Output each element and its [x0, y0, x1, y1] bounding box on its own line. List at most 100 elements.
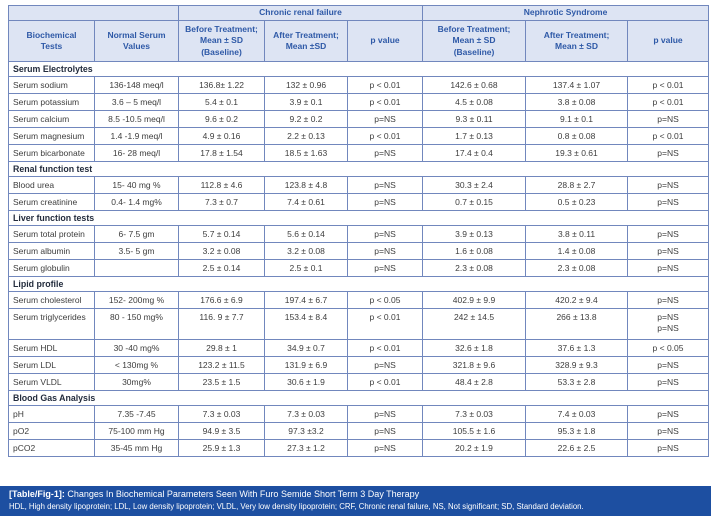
value-cell: 266 ± 13.8 [525, 308, 629, 340]
value-cell: 1.4 ± 0.08 [525, 242, 629, 260]
col-header-normal-serum-values: Normal Serum Values [94, 20, 179, 62]
biochemical-parameters-table: Chronic renal failure Nephrotic Syndrome… [7, 5, 710, 457]
value-cell: 2.3 ± 0.08 [525, 259, 629, 277]
table-row: Serum LDL < 130mg % 123.2 ± 11.5 131.9 ± 6.… [8, 356, 710, 374]
value-cell: p=NS [627, 242, 710, 260]
value-cell: 1.4 -1.9 meq/l [94, 127, 179, 145]
section-title: Liver function tests [7, 210, 710, 226]
value-cell: 116. 9 ± 7.7 [178, 308, 265, 340]
value-cell: 6- 7.5 gm [94, 225, 179, 243]
value-cell: 137.4 ± 1.07 [525, 76, 629, 94]
value-cell: p < 0.01 [346, 93, 424, 111]
group-header-nephrotic-syndrome: Nephrotic Syndrome [422, 5, 710, 21]
value-cell: 9.3 ± 0.11 [422, 110, 527, 128]
value-cell: p < 0.01 [627, 76, 710, 94]
value-cell: 75-100 mm Hg [94, 422, 179, 440]
section-row: Blood Gas Analysis [7, 390, 710, 406]
value-cell: 123.2 ± 11.5 [178, 356, 265, 374]
value-cell: p < 0.01 [627, 127, 710, 145]
value-cell: p=NS [627, 405, 710, 423]
value-cell: 0.4- 1.4 mg% [94, 193, 179, 211]
value-cell: p=NS [627, 144, 710, 162]
value-cell: p=NS [346, 176, 424, 194]
value-cell: 8.5 -10.5 meq/l [94, 110, 179, 128]
table-row: pH 7.35 -7.45 7.3 ± 0.03 7.3 ± 0.03 p=NS 7.3 … [8, 405, 710, 423]
table-body: Serum Electrolytes Serum sodium 136-148 me… [7, 61, 710, 457]
value-cell: p=NS [346, 110, 424, 128]
value-cell: 0.7 ± 0.15 [422, 193, 527, 211]
test-name-cell: Serum total protein [8, 225, 95, 243]
section-title: Lipid profile [7, 276, 710, 292]
section-title: Serum Electrolytes [7, 61, 710, 77]
value-cell: p < 0.01 [346, 76, 424, 94]
value-cell: 9.1 ± 0.1 [525, 110, 629, 128]
value-cell: 16- 28 meq/l [94, 144, 179, 162]
value-cell: 18.5 ± 1.63 [264, 144, 348, 162]
value-cell: 3.2 ± 0.08 [264, 242, 348, 260]
value-cell: p=NS [627, 176, 710, 194]
value-cell: p < 0.05 [627, 339, 710, 357]
value-cell: p=NS [346, 259, 424, 277]
value-cell: 176.6 ± 6.9 [178, 291, 265, 309]
table-row: Serum total protein 6- 7.5 gm 5.7 ± 0.14 5.… [8, 225, 710, 243]
value-cell: 136.8± 1.22 [178, 76, 265, 94]
table-row: Serum albumin 3.5- 5 gm 3.2 ± 0.08 3.2 ± 0.… [8, 242, 710, 260]
value-cell: p=NS [346, 422, 424, 440]
test-name-cell: Serum creatinine [8, 193, 95, 211]
value-cell: 5.7 ± 0.14 [178, 225, 265, 243]
value-cell: 3.9 ± 0.1 [264, 93, 348, 111]
group-header-row: Chronic renal failure Nephrotic Syndrome [8, 5, 710, 21]
table-row: Serum VLDL 30mg% 23.5 ± 1.5 30.6 ± 1.9 p < 0… [8, 373, 710, 391]
table-row: pO2 75-100 mm Hg 94.9 ± 3.5 97.3 ±3.2 p=NS 10… [8, 422, 710, 440]
value-cell: 15- 40 mg % [94, 176, 179, 194]
section-row: Renal function test [7, 161, 710, 177]
table-row: Serum calcium 8.5 -10.5 meq/l 9.6 ± 0.2 9.2… [8, 110, 710, 128]
value-cell: 242 ± 14.5 [422, 308, 527, 340]
table-row: pCO2 35-45 mm Hg 25.9 ± 1.3 27.3 ± 1.2 p=NS 2… [8, 439, 710, 457]
test-name-cell: pH [8, 405, 95, 423]
value-cell: 23.5 ± 1.5 [178, 373, 265, 391]
value-cell: 7.3 ± 0.7 [178, 193, 265, 211]
value-cell: p=NS [346, 439, 424, 457]
group-header-chronic-renal-failure: Chronic renal failure [177, 5, 424, 21]
value-cell: 4.5 ± 0.08 [422, 93, 527, 111]
table-row: Serum bicarbonate 16- 28 meq/l 17.8 ± 1.54… [8, 144, 710, 162]
value-cell: 7.4 ± 0.03 [525, 405, 629, 423]
value-cell: 37.6 ± 1.3 [525, 339, 629, 357]
test-name-cell: pCO2 [8, 439, 95, 457]
value-cell: p=NS [627, 356, 710, 374]
value-cell: 153.4 ± 8.4 [264, 308, 348, 340]
value-cell: 2.5 ± 0.14 [178, 259, 265, 277]
value-cell: 5.4 ± 0.1 [178, 93, 265, 111]
table-fig-label: [Table/Fig-1]: [9, 489, 65, 500]
table-row: Serum sodium 136-148 meq/l 136.8± 1.22 132 … [8, 76, 710, 94]
value-cell: 27.3 ± 1.2 [264, 439, 348, 457]
value-cell: 142.6 ± 0.68 [422, 76, 527, 94]
value-cell: p=NS [346, 144, 424, 162]
value-cell: 7.3 ± 0.03 [178, 405, 265, 423]
value-cell: p=NS [346, 242, 424, 260]
table-caption-bar: [Table/Fig-1]: Changes In Biochemical Pa… [0, 486, 711, 516]
value-cell [94, 259, 179, 277]
value-cell: 105.5 ± 1.6 [422, 422, 527, 440]
value-cell: 30.6 ± 1.9 [264, 373, 348, 391]
table-row: Blood urea 15- 40 mg % 112.8 ± 4.6 123.8 ± … [8, 176, 710, 194]
page: Chronic renal failure Nephrotic Syndrome… [0, 5, 711, 519]
column-header-row: Biochemical Tests Normal Serum Values Be… [8, 20, 710, 62]
table-row: Serum cholesterol 152- 200mg % 176.6 ± 6.9… [8, 291, 710, 309]
table-row: Serum HDL 30 -40 mg% 29.8 ± 1 34.9 ± 0.7 p <… [8, 339, 710, 357]
value-cell: p=NS [627, 422, 710, 440]
col-header-ns-before-treatment: Before Treatment; Mean ± SD (Baseline) [422, 20, 527, 62]
value-cell: 17.4 ± 0.4 [422, 144, 527, 162]
value-cell: 48.4 ± 2.8 [422, 373, 527, 391]
value-cell: 29.8 ± 1 [178, 339, 265, 357]
table-row: Serum triglycerides 80 - 150 mg% 116. 9 ± … [8, 308, 710, 340]
col-header-ns-p-value: p value [627, 20, 710, 62]
value-cell: 4.9 ± 0.16 [178, 127, 265, 145]
value-cell: 112.8 ± 4.6 [178, 176, 265, 194]
test-name-cell: Serum calcium [8, 110, 95, 128]
value-cell: 0.8 ± 0.08 [525, 127, 629, 145]
col-header-crf-after-treatment: After Treatment; Mean ±SD [264, 20, 348, 62]
value-cell: p=NS [346, 225, 424, 243]
value-cell: 136-148 meq/l [94, 76, 179, 94]
